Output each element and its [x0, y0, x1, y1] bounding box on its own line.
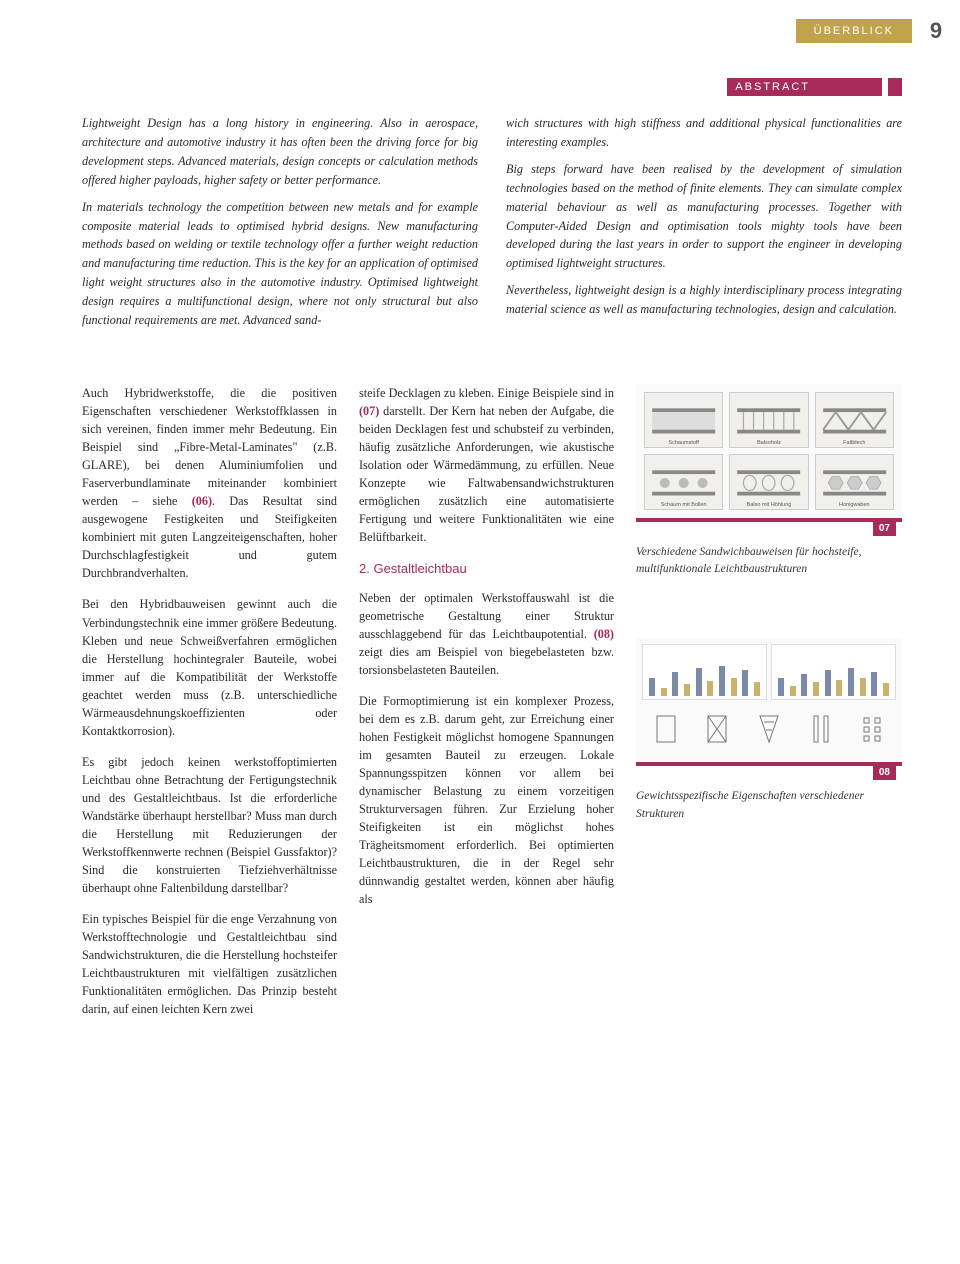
page-number: 9 — [912, 18, 960, 44]
figure-number-badge: 07 — [873, 521, 896, 536]
body-para: Die Formoptimierung ist ein komplexer Pr… — [359, 692, 614, 909]
figure-number-badge: 08 — [873, 765, 896, 780]
figure-07-caption: Verschiedene Sandwichbauweisen für hochs… — [636, 544, 902, 579]
figure-07-image: Schaumstoff Balsoholz Faltblech Schaum m… — [636, 384, 902, 522]
body-para: Bei den Hybridbauweisen gewinnt auch die… — [82, 595, 337, 739]
body-columns: Auch Hybridwerkstoffe, die die positiven… — [0, 338, 960, 1032]
section-heading: 2. Gestaltleichtbau — [359, 559, 614, 578]
body-para: Neben der optimalen Werkstoffauswahl ist… — [359, 589, 614, 679]
sandwich-cell: Balso mit Höhlung — [729, 454, 808, 510]
abstract-label: abstract — [727, 78, 882, 96]
beam-icon — [642, 703, 690, 753]
abstract-columns: Lightweight Design has a long history in… — [0, 106, 960, 338]
abstract-text: Nevertheless, lightweight design is a hi… — [506, 281, 902, 319]
body-para: Es gibt jedoch keinen werkstoffoptimiert… — [82, 753, 337, 897]
sandwich-cell: Faltblech — [815, 392, 894, 448]
abstract-text: Big steps forward have been realised by … — [506, 160, 902, 273]
abstract-bar-end — [888, 78, 902, 96]
page-header: überblick 9 — [0, 0, 960, 44]
fig-ref: (07) — [359, 404, 379, 418]
abstract-col-left: Lightweight Design has a long history in… — [82, 114, 478, 338]
figure-08-caption: Gewichtsspezifische Eigenschaften versch… — [636, 788, 902, 823]
body-col-2: steife Decklagen zu kleben. Einige Beisp… — [359, 384, 614, 1032]
abstract-text: wich structures with high stiffness and … — [506, 114, 902, 152]
sandwich-cell: Balsoholz — [729, 392, 808, 448]
figure-07: Schaumstoff Balsoholz Faltblech Schaum m… — [636, 384, 902, 579]
beam-icon — [848, 703, 896, 753]
fig-ref: (08) — [594, 627, 614, 641]
beam-icon — [694, 703, 742, 753]
sandwich-cell: Honigwaben — [815, 454, 894, 510]
sandwich-cell: Schaum mit Bollen — [644, 454, 723, 510]
body-para: Ein typisches Beispiel für die enge Verz… — [82, 910, 337, 1018]
figure-08-image: 08 — [636, 638, 902, 766]
sandwich-cell: Schaumstoff — [644, 392, 723, 448]
beam-icon — [797, 703, 845, 753]
abstract-col-right: wich structures with high stiffness and … — [506, 114, 902, 338]
section-label: überblick — [796, 19, 912, 43]
fig-ref: (06) — [192, 494, 212, 508]
body-para: steife Decklagen zu kleben. Einige Beisp… — [359, 384, 614, 546]
abstract-heading-bar: abstract — [0, 78, 902, 96]
body-para: Auch Hybridwerkstoffe, die die positiven… — [82, 384, 337, 583]
beam-icon — [745, 703, 793, 753]
body-col-3: Schaumstoff Balsoholz Faltblech Schaum m… — [636, 384, 902, 1032]
figure-08: 08 Gewichtsspezifische Eigenschaften ver… — [636, 638, 902, 823]
body-col-1: Auch Hybridwerkstoffe, die die positiven… — [82, 384, 337, 1032]
abstract-text: In materials technology the competition … — [82, 198, 478, 330]
chart-bars — [771, 644, 896, 700]
chart-bars — [642, 644, 767, 700]
abstract-text: Lightweight Design has a long history in… — [82, 114, 478, 190]
